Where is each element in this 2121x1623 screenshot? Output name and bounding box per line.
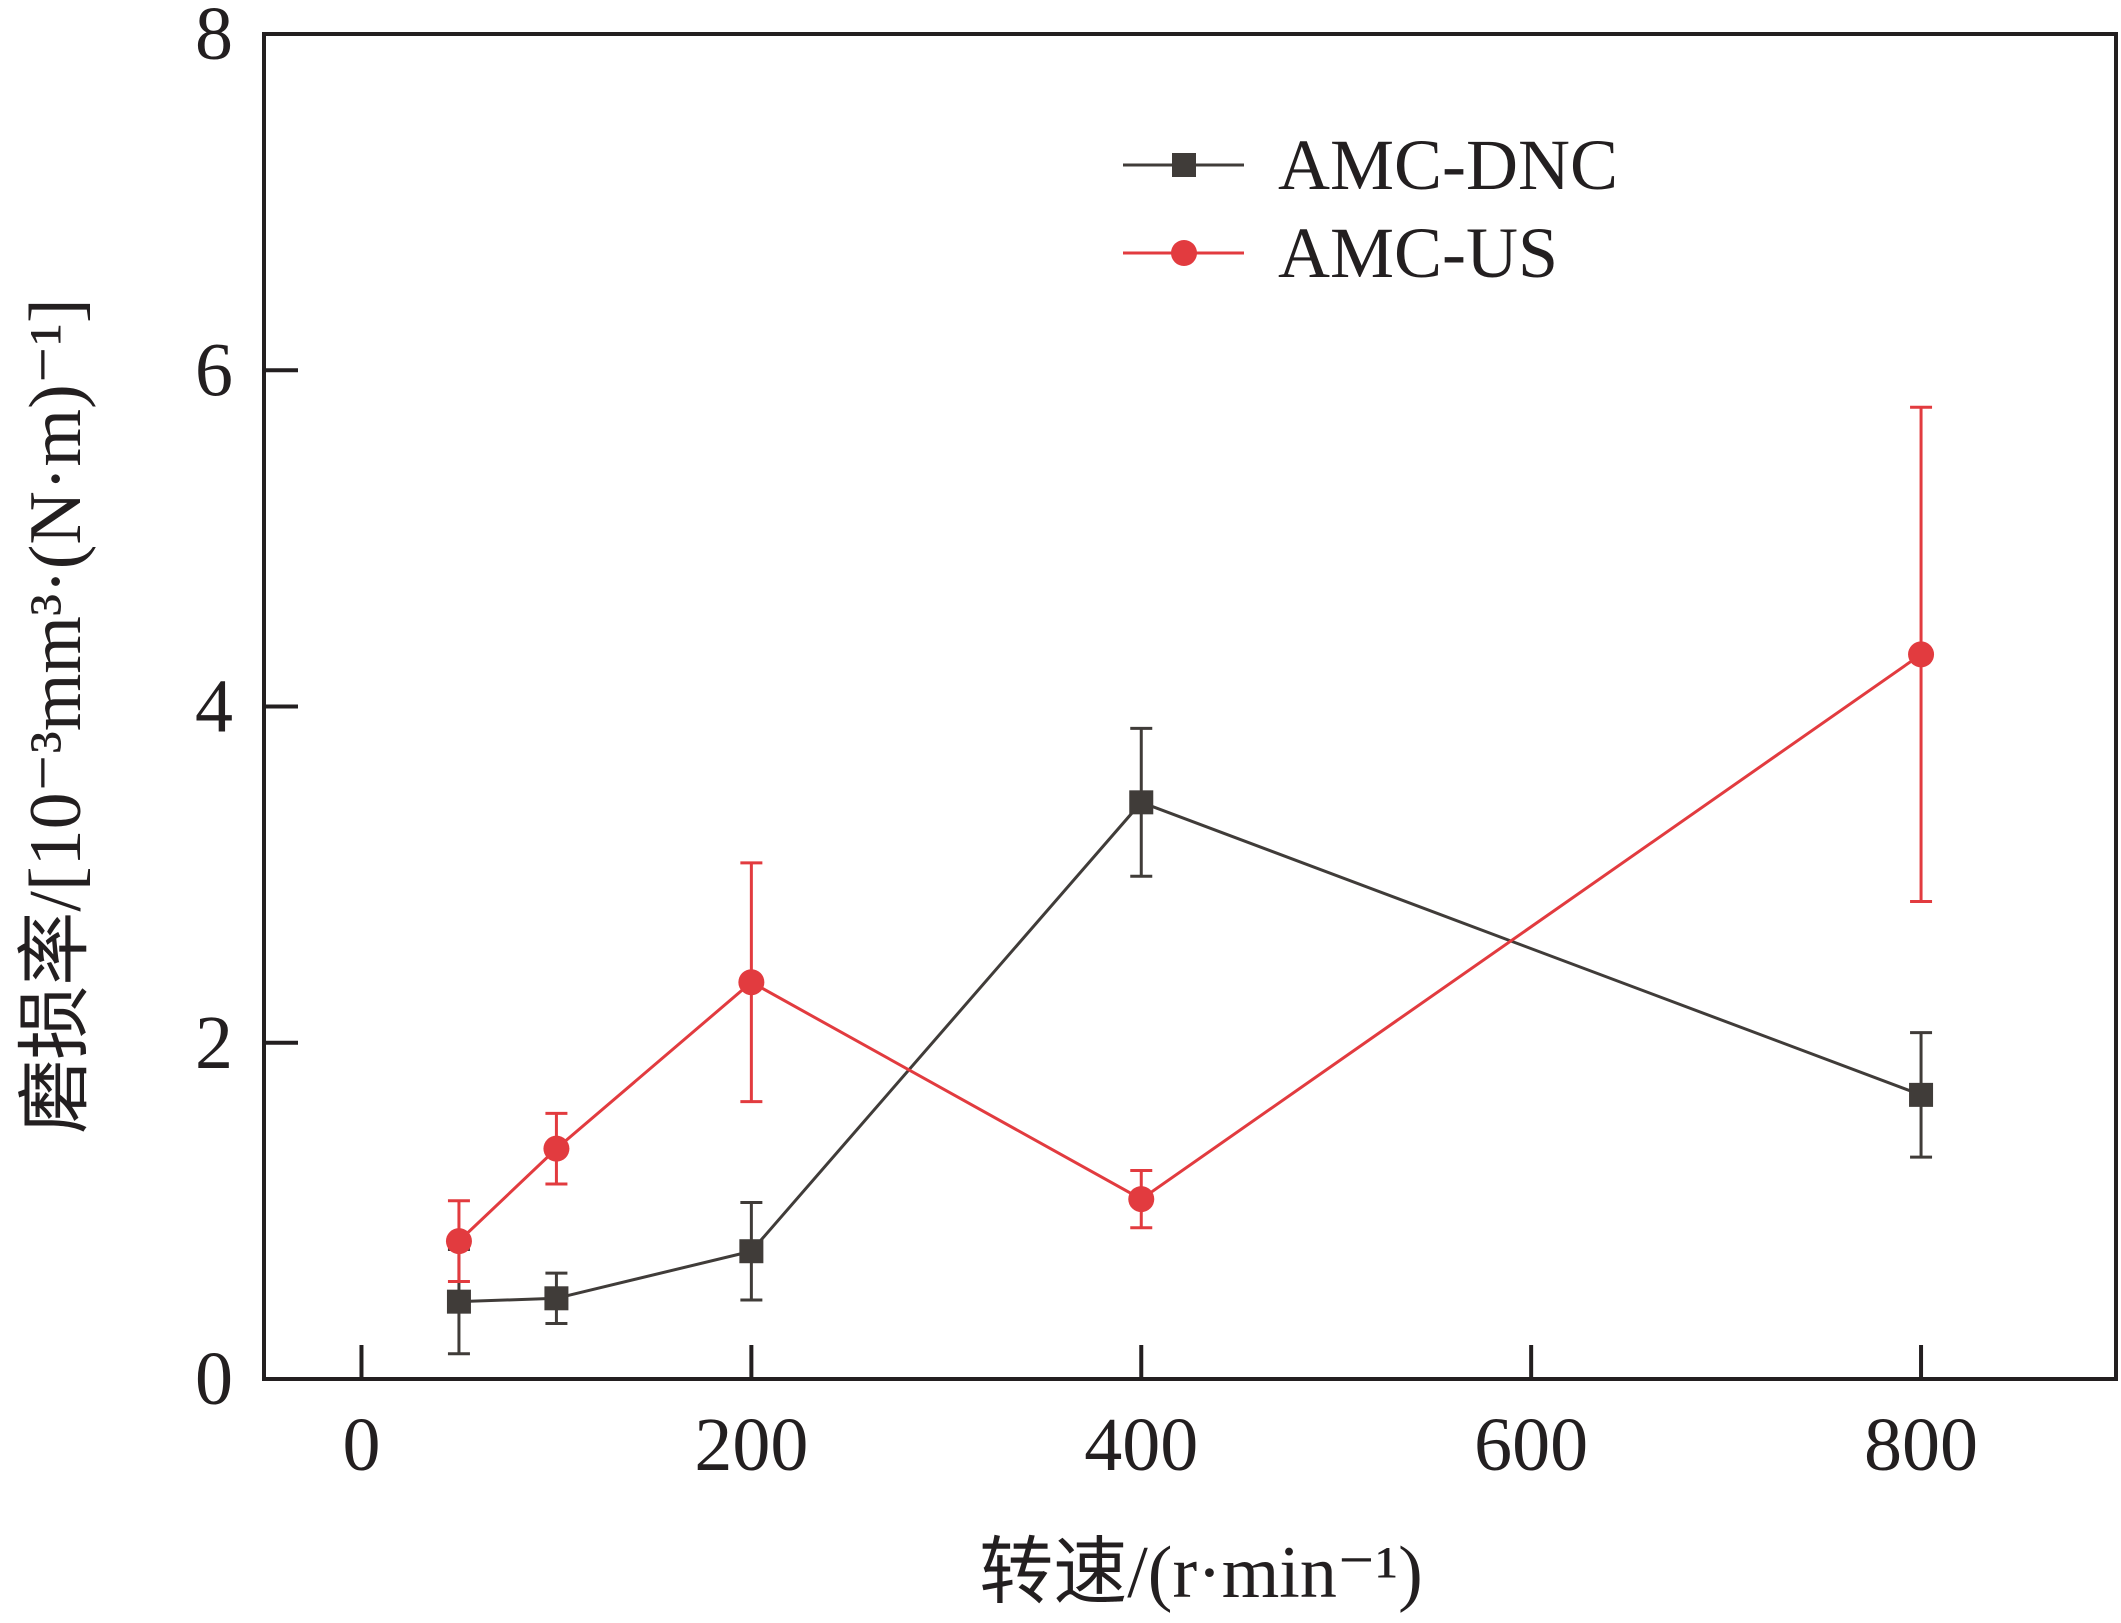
x-tick-label: 600 — [1474, 1403, 1588, 1487]
series-line-amc-us — [457, 653, 1922, 1243]
series-layer — [445, 405, 1935, 1356]
legend-marker — [1171, 240, 1197, 266]
data-point-marker — [445, 1228, 472, 1255]
legend: AMC-DNC AMC-US — [1123, 125, 1618, 293]
ticks-layer — [264, 32, 1924, 1381]
data-point-marker — [739, 1239, 764, 1264]
legend-label: AMC-DNC — [1278, 125, 1618, 205]
data-point-marker — [1129, 790, 1154, 815]
y-tick-label: 2 — [195, 1001, 233, 1085]
legend-marker — [1172, 153, 1196, 177]
x-tick-label: 800 — [1864, 1403, 1978, 1487]
y-tick-label: 4 — [195, 665, 233, 749]
y-axis-label: 磨损率/[10⁻³mm³·(N·m)⁻¹] — [15, 298, 97, 1133]
y-tick-label: 6 — [195, 328, 233, 412]
x-tick-label: 400 — [1084, 1403, 1198, 1487]
legend-label: AMC-US — [1278, 213, 1558, 293]
x-tick-label: 0 — [342, 1403, 380, 1487]
data-point-marker — [1908, 641, 1935, 668]
x-axis-label: 转速/(r·min⁻¹) — [979, 1532, 1423, 1614]
data-point-marker — [446, 1289, 471, 1314]
data-point-marker — [544, 1286, 569, 1311]
y-tick-label: 0 — [195, 1337, 233, 1421]
data-point-marker — [1128, 1186, 1155, 1213]
plot-frame — [262, 32, 2118, 1381]
data-point-marker — [738, 969, 765, 996]
data-point-marker — [543, 1135, 570, 1162]
series-line-amc-dnc — [458, 800, 1922, 1304]
tick-labels-layer: 0 200 400 600 800 0 2 4 6 8 — [195, 0, 1978, 1487]
data-point-marker — [1909, 1082, 1934, 1107]
x-tick-label: 200 — [694, 1403, 808, 1487]
y-tick-label: 8 — [195, 0, 233, 76]
